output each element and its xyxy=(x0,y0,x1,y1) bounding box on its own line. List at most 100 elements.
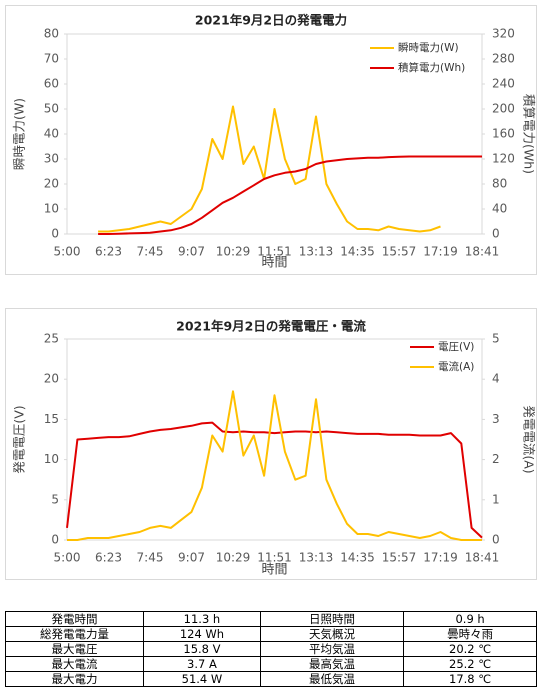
table-body: 発電時間 11.3 h 日照時間 0.9 h 総発電電力量 124 Wh 天気概況 曇時々雨最… xyxy=(4,611,537,687)
table-label: 最大電流 xyxy=(4,656,145,672)
chart-frame xyxy=(5,5,537,275)
y-tick-label: 70 xyxy=(44,52,59,66)
table-row: 最大電力 51.4 W 最低気温 17.8 ℃ xyxy=(4,671,537,687)
chart-frame xyxy=(5,308,537,580)
x-tick-label: 9:07 xyxy=(178,245,205,259)
y-tick-label: 60 xyxy=(44,77,59,91)
legend-label: 電圧(V) xyxy=(438,341,474,353)
table-value: 曇時々雨 xyxy=(403,626,537,642)
plot-area xyxy=(66,338,483,541)
legend-label: 積算電力(Wh) xyxy=(398,61,465,74)
table-value: 17.8 ℃ xyxy=(403,671,537,687)
x-tick-label: 6:23 xyxy=(95,551,122,565)
y-tick-label: 10 xyxy=(44,452,59,466)
y2-tick-label: 160 xyxy=(492,127,515,141)
table-label: 総発電電力量 xyxy=(4,626,145,642)
y-tick-label: 0 xyxy=(51,533,59,547)
y-axis-title: 瞬時電力(W) xyxy=(12,98,27,170)
x-tick-label: 15:57 xyxy=(382,245,417,259)
table-label: 最大電力 xyxy=(4,671,145,687)
y2-tick-label: 40 xyxy=(492,202,507,216)
y2-tick-label: 240 xyxy=(492,77,515,91)
summary-table: 発電時間 11.3 h 日照時間 0.9 h 総発電電力量 124 Wh 天気概況 曇時々雨最… xyxy=(4,611,537,687)
y-tick-label: 15 xyxy=(44,412,59,426)
y2-tick-label: 5 xyxy=(492,332,500,346)
y-axis-title: 発電電圧(V) xyxy=(12,405,27,473)
x-tick-label: 14:35 xyxy=(340,551,375,565)
y2-tick-label: 320 xyxy=(492,27,515,41)
x-axis-title: 時間 xyxy=(261,563,287,578)
y2-tick-label: 280 xyxy=(492,52,515,66)
y2-tick-label: 4 xyxy=(492,372,500,386)
table-value: 11.3 h xyxy=(143,611,261,627)
series-line xyxy=(98,105,441,233)
y2-tick-label: 2 xyxy=(492,452,500,466)
x-tick-label: 10:29 xyxy=(216,551,251,565)
x-tick-label: 9:07 xyxy=(178,551,205,565)
table-value: 124 Wh xyxy=(143,626,261,642)
y2-tick-label: 0 xyxy=(492,227,500,241)
table-label: 日照時間 xyxy=(259,611,405,627)
table-label: 発電時間 xyxy=(4,611,145,627)
x-tick-label: 13:13 xyxy=(299,551,334,565)
x-tick-label: 18:41 xyxy=(465,551,500,565)
x-tick-label: 13:13 xyxy=(299,245,334,259)
y-tick-label: 20 xyxy=(44,372,59,386)
x-tick-label: 7:45 xyxy=(137,551,164,565)
y2-tick-label: 0 xyxy=(492,533,500,547)
table-row: 発電時間 11.3 h 日照時間 0.9 h xyxy=(4,611,537,627)
table-row: 最大電圧 15.8 V 平均気温 20.2 ℃ xyxy=(4,641,537,657)
y-tick-label: 80 xyxy=(44,27,59,41)
table-value: 0.9 h xyxy=(403,611,537,627)
x-tick-label: 10:29 xyxy=(216,245,251,259)
y-tick-label: 25 xyxy=(44,332,59,346)
x-axis-title: 時間 xyxy=(261,256,287,271)
table-value: 25.2 ℃ xyxy=(403,656,537,672)
x-tick-label: 6:23 xyxy=(95,245,122,259)
y2-tick-label: 80 xyxy=(492,177,507,191)
y2-tick-label: 3 xyxy=(492,412,500,426)
x-tick-label: 5:00 xyxy=(54,245,81,259)
series-line xyxy=(67,390,482,541)
x-tick-label: 14:35 xyxy=(340,245,375,259)
x-tick-label: 11:51 xyxy=(257,551,292,565)
table-value: 20.2 ℃ xyxy=(403,641,537,657)
table-value: 51.4 W xyxy=(143,671,261,687)
legend-label: 瞬時電力(W) xyxy=(398,41,459,54)
x-tick-label: 7:45 xyxy=(137,245,164,259)
legend-label: 電流(A) xyxy=(438,360,474,373)
x-tick-label: 17:19 xyxy=(423,245,458,259)
y-tick-label: 5 xyxy=(51,492,59,506)
chart-title: 2021年9月2日の発電電圧・電流 xyxy=(176,319,366,334)
charts: 2021年9月2日の発電電力01020304050607080040801201… xyxy=(5,5,537,580)
y-tick-label: 50 xyxy=(44,102,59,116)
table-label: 最高気温 xyxy=(259,656,405,672)
table-label: 天気概況 xyxy=(259,626,405,642)
table-value: 15.8 V xyxy=(143,641,261,657)
x-tick-label: 18:41 xyxy=(465,245,500,259)
y-tick-label: 20 xyxy=(44,177,59,191)
table-value: 3.7 A xyxy=(143,656,261,672)
x-tick-label: 11:51 xyxy=(257,245,292,259)
series-line xyxy=(98,155,482,235)
series-line xyxy=(66,421,483,539)
table-label: 最低気温 xyxy=(259,671,405,687)
y-tick-label: 40 xyxy=(44,127,59,141)
table-label: 平均気温 xyxy=(259,641,405,657)
y2-axis-title: 発電電流(A) xyxy=(522,405,537,473)
y-tick-label: 10 xyxy=(44,202,59,216)
x-tick-label: 5:00 xyxy=(54,551,81,565)
y-tick-label: 0 xyxy=(51,227,59,241)
y2-tick-label: 200 xyxy=(492,102,515,116)
chart-title: 2021年9月2日の発電電力 xyxy=(195,13,347,28)
table-row: 総発電電力量 124 Wh 天気概況 曇時々雨 xyxy=(4,626,537,642)
table-row: 最大電流 3.7 A 最高気温 25.2 ℃ xyxy=(4,656,537,672)
y-tick-label: 30 xyxy=(44,152,59,166)
x-tick-label: 15:57 xyxy=(382,551,417,565)
y2-axis-title: 積算電力(Wh) xyxy=(522,94,537,174)
table-label: 最大電圧 xyxy=(4,641,145,657)
y2-tick-label: 1 xyxy=(492,492,500,506)
y2-tick-label: 120 xyxy=(492,152,515,166)
x-tick-label: 17:19 xyxy=(423,551,458,565)
